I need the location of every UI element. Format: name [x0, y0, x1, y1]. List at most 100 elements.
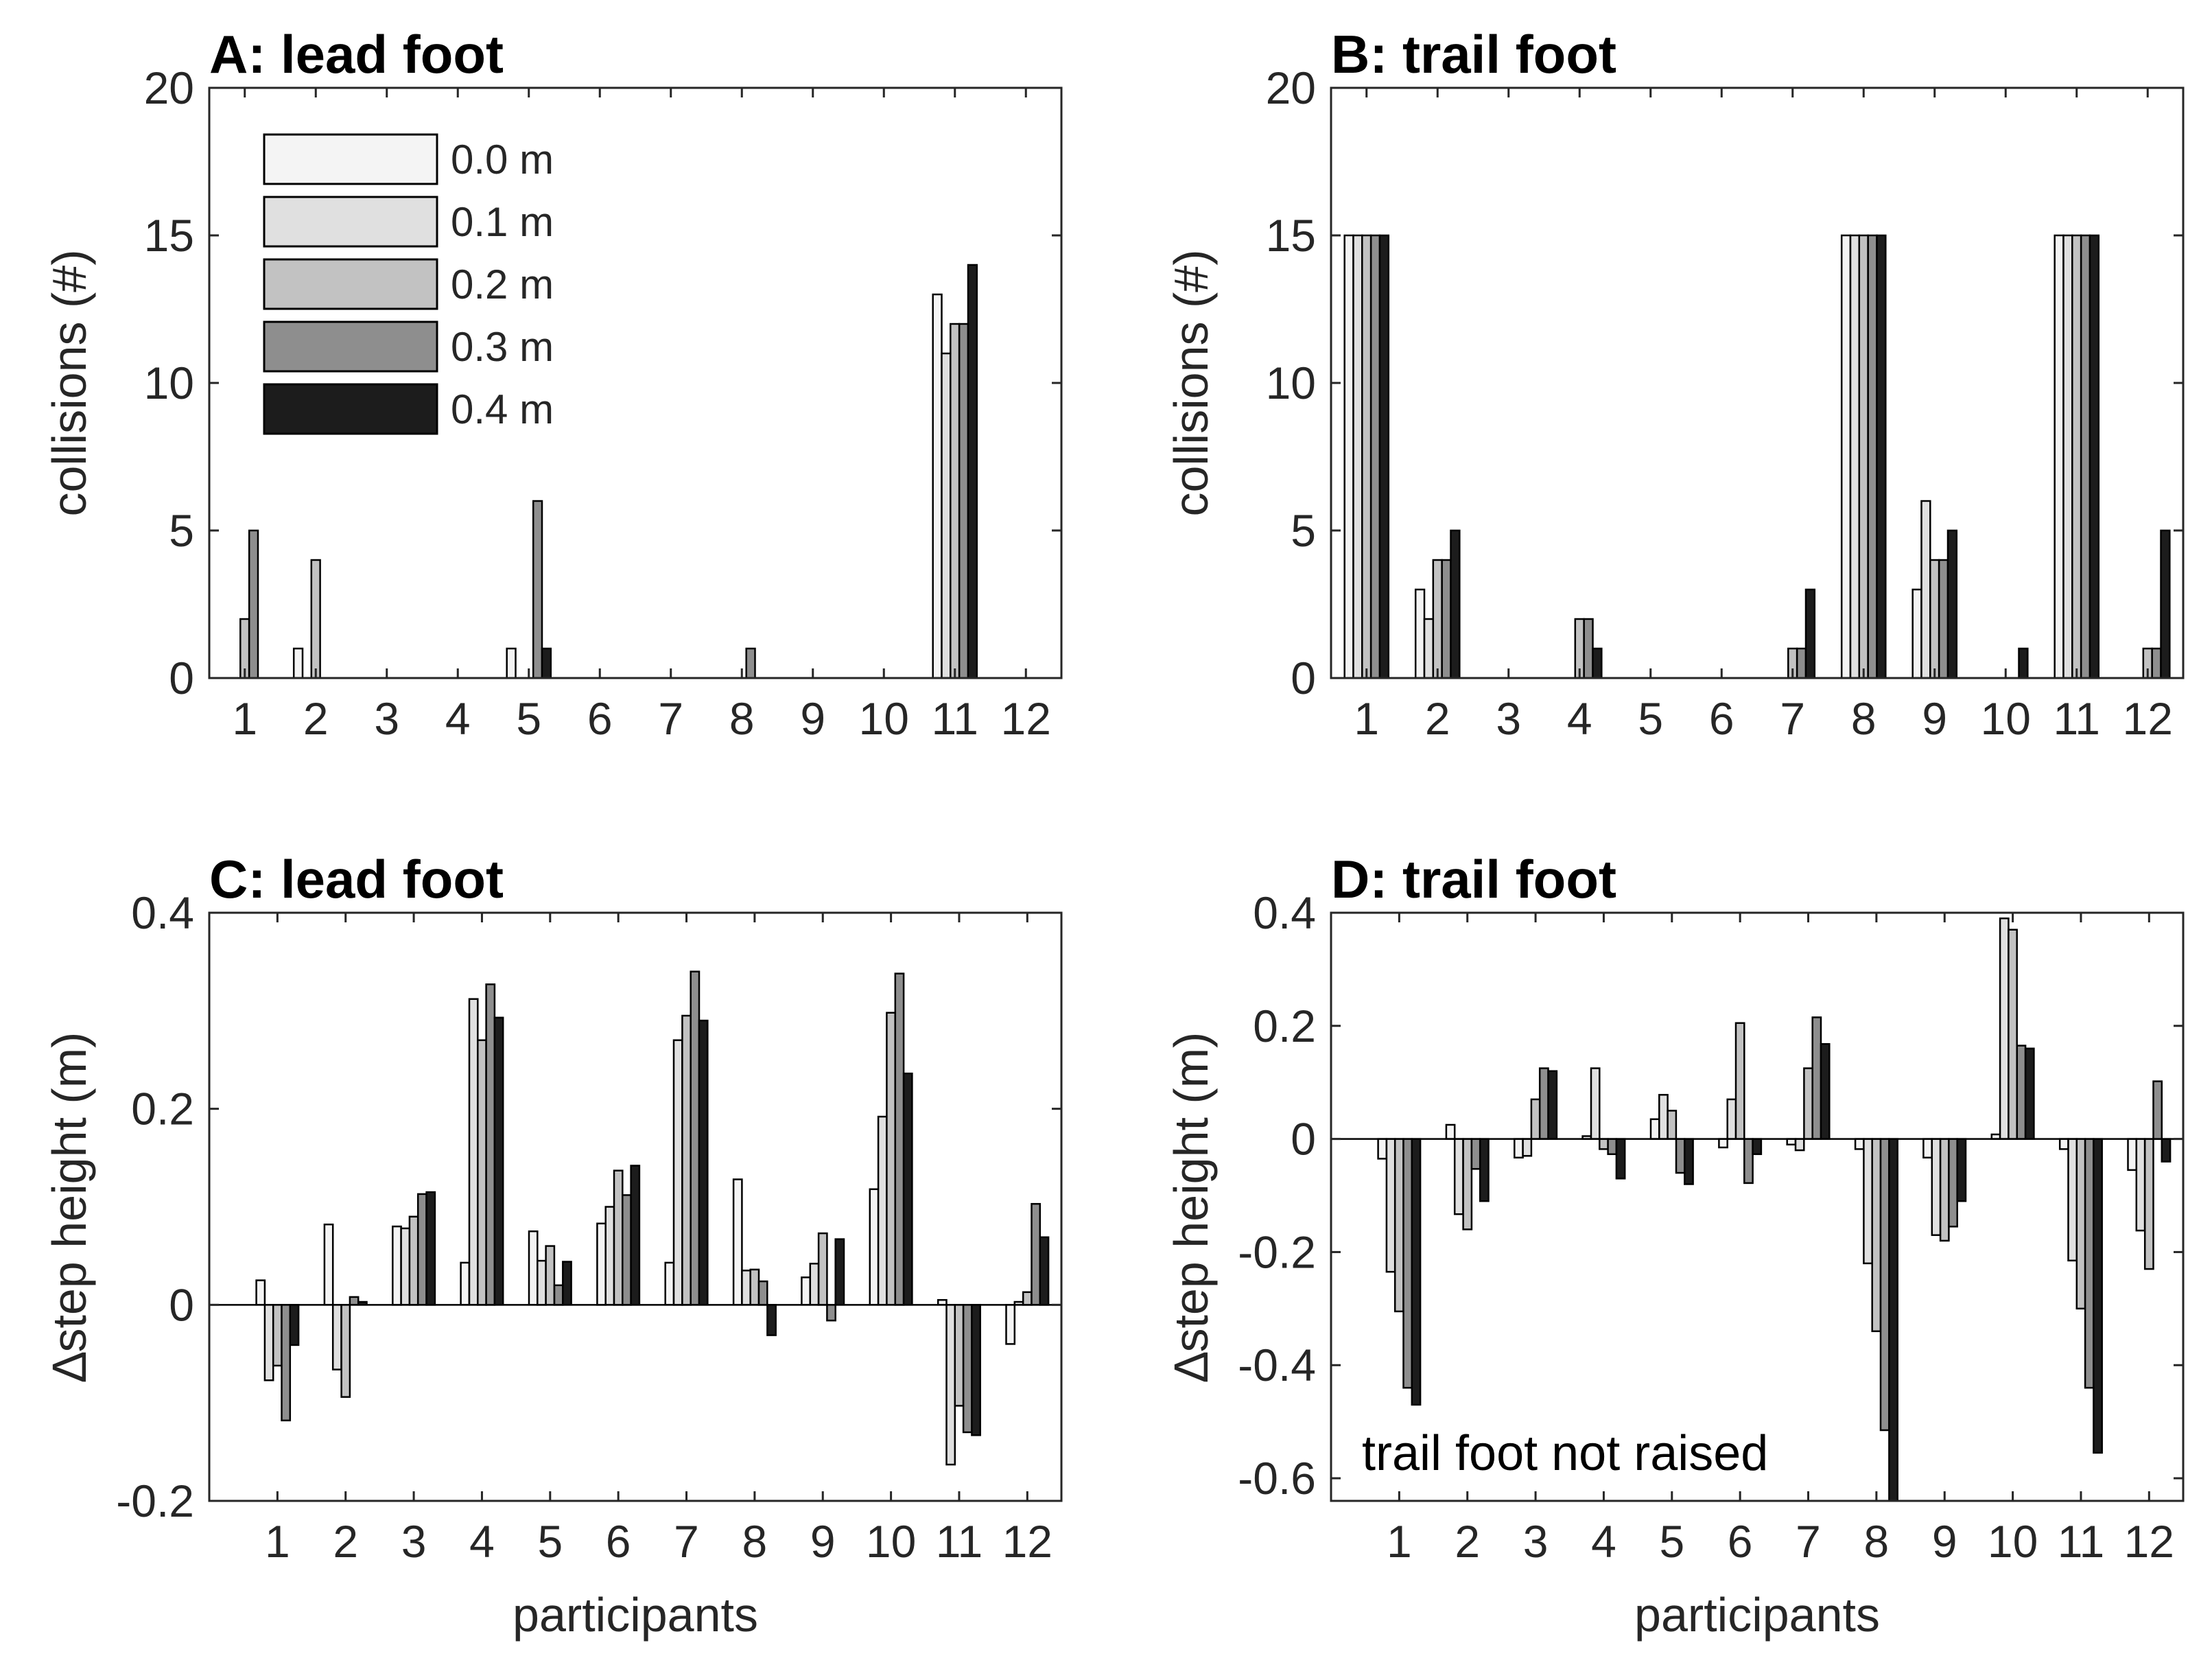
bar — [1920, 500, 1931, 679]
x-tick-label: 7 — [658, 693, 683, 744]
bar — [545, 1245, 556, 1306]
bar — [1432, 559, 1443, 679]
bar — [1377, 1138, 1388, 1160]
y-tick-label: 20 — [1266, 62, 1316, 113]
x-tick-label: 7 — [1780, 693, 1805, 744]
bar — [1479, 1138, 1490, 1202]
x-tick-label: 11 — [936, 1516, 983, 1567]
bar — [741, 1270, 751, 1306]
bar — [958, 323, 969, 679]
bar — [340, 1304, 351, 1398]
bar — [1946, 529, 1958, 679]
bar — [408, 1215, 419, 1306]
bar — [1615, 1138, 1626, 1180]
bar — [1999, 917, 2010, 1140]
bar — [2151, 647, 2162, 679]
bar — [1867, 234, 1878, 679]
bar — [1726, 1098, 1737, 1140]
bar — [1441, 559, 1452, 679]
bar — [2058, 1138, 2069, 1150]
bar — [1938, 559, 1949, 679]
y-tick-label: 0.2 — [131, 1084, 194, 1134]
x-tick-label: 8 — [729, 693, 755, 744]
x-tick-label: 2 — [1455, 1516, 1480, 1567]
bar — [1592, 647, 1603, 679]
axes-box — [208, 911, 1063, 1502]
bar — [528, 1230, 539, 1306]
legend-swatch — [263, 320, 438, 373]
bar — [869, 1188, 880, 1306]
x-tick-label: 3 — [374, 693, 399, 744]
bar — [932, 293, 943, 679]
bar — [1450, 529, 1461, 679]
bar — [1453, 1138, 1464, 1215]
x-tick-label: 6 — [1728, 1516, 1753, 1567]
x-tick-label: 5 — [1638, 693, 1663, 744]
bar — [1796, 647, 1807, 679]
y-tick-label: 0 — [1291, 653, 1316, 703]
bar — [1369, 234, 1381, 679]
bar — [690, 970, 701, 1306]
y-tick-label: -0.2 — [1238, 1226, 1316, 1277]
bar — [1343, 234, 1354, 679]
y-axis-label: ∆step height (m) — [1164, 1032, 1218, 1382]
y-tick-label: 0 — [1291, 1114, 1316, 1165]
bar — [506, 647, 517, 679]
y-tick-label: 15 — [144, 210, 194, 261]
bar — [1718, 1138, 1728, 1149]
bar — [664, 1261, 675, 1306]
x-tick-label: 5 — [537, 1516, 563, 1567]
y-tick-label: 15 — [1266, 210, 1316, 261]
x-tick-label: 3 — [1496, 693, 1521, 744]
bar — [2024, 1047, 2035, 1140]
bar — [1871, 1138, 1882, 1333]
x-tick-label: 1 — [1387, 1516, 1412, 1567]
x-tick-label: 1 — [265, 1516, 290, 1567]
bar — [2075, 1138, 2086, 1310]
x-tick-label: 2 — [333, 1516, 358, 1567]
bar — [416, 1193, 427, 1306]
x-tick-label: 8 — [1851, 693, 1876, 744]
bar — [2127, 1138, 2138, 1171]
x-tick-label: 2 — [303, 693, 329, 744]
plot-area — [209, 88, 1061, 678]
bar — [1752, 1138, 1763, 1156]
bar — [553, 1284, 564, 1306]
x-tick-label: 1 — [1354, 693, 1379, 744]
bar — [2161, 1138, 2172, 1163]
x-tick-label: 3 — [1523, 1516, 1549, 1567]
x-tick-label: 4 — [1567, 693, 1592, 744]
bar — [1352, 234, 1363, 679]
bar — [1522, 1138, 1533, 1157]
bar — [1854, 1138, 1865, 1150]
bar — [2084, 1138, 2095, 1389]
y-tick-label: 5 — [1291, 505, 1316, 556]
bar — [894, 972, 905, 1306]
x-tick-label: 9 — [1932, 1516, 1957, 1567]
x-tick-label: 4 — [1591, 1516, 1616, 1567]
bar — [1879, 1138, 1890, 1432]
panel-title: A: lead foot — [209, 24, 504, 84]
bar — [1022, 1291, 1033, 1306]
bar — [425, 1191, 436, 1306]
bar — [2152, 1080, 2163, 1140]
y-tick-label: -0.4 — [1238, 1340, 1316, 1390]
bar — [541, 647, 552, 679]
bar — [477, 1039, 487, 1306]
bar — [1956, 1138, 1967, 1202]
y-tick-label: -0.6 — [1238, 1453, 1316, 1504]
x-tick-label: 5 — [1659, 1516, 1684, 1567]
x-tick-label: 6 — [606, 1516, 631, 1567]
bar — [1423, 618, 1435, 679]
x-tick-label: 10 — [866, 1516, 916, 1567]
bar — [1911, 588, 1922, 679]
bar — [1385, 1138, 1396, 1273]
bar — [1411, 1138, 1422, 1406]
x-tick-label: 4 — [445, 693, 471, 744]
bar — [2093, 1138, 2103, 1454]
x-axis-label: participants — [1634, 1588, 1880, 1642]
bar — [604, 1206, 615, 1306]
x-tick-label: 9 — [800, 693, 825, 744]
bar — [1743, 1138, 1754, 1185]
